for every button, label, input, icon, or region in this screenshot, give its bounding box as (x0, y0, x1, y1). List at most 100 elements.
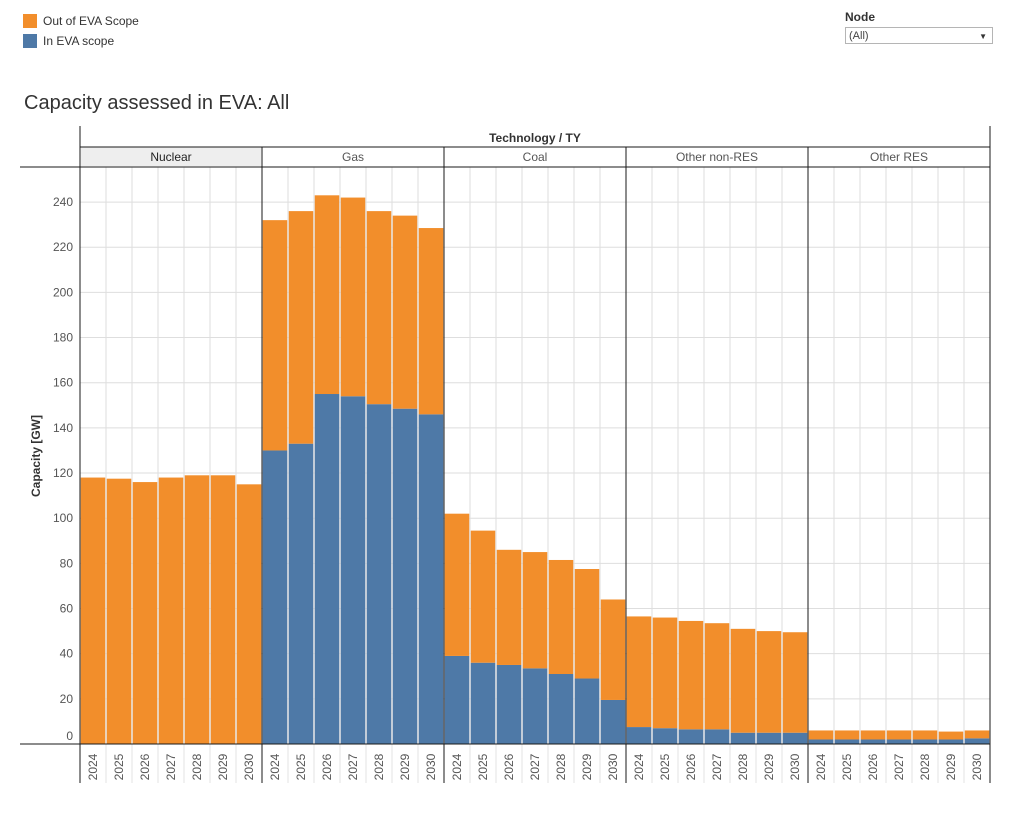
bar-out-of-scope-gas-2030 (418, 228, 444, 415)
x-tick-label: 2029 (398, 753, 412, 780)
bar-out-of-scope-other-res-2026 (860, 730, 886, 740)
bar-out-of-scope-other-non-res-2027 (704, 623, 730, 730)
y-tick-label: 100 (53, 511, 73, 525)
dropdown-arrow-icon[interactable]: ▼ (979, 32, 987, 41)
bar-in-scope-other-res-2027 (886, 739, 912, 744)
bar-in-scope-other-non-res-2029 (756, 732, 782, 744)
bar-in-scope-other-res-2028 (912, 739, 938, 744)
bar-in-scope-other-non-res-2027 (704, 729, 730, 744)
x-tick-label: 2029 (762, 753, 776, 780)
bar-out-of-scope-other-non-res-2029 (756, 631, 782, 733)
x-tick-label: 2028 (736, 753, 750, 780)
y-tick-label: 40 (60, 647, 74, 661)
x-tick-label: 2024 (450, 753, 464, 780)
x-tick-label: 2026 (138, 753, 152, 780)
x-tick-label: 2027 (528, 753, 542, 780)
x-tick-label: 2025 (294, 753, 308, 780)
bar-out-of-scope-other-non-res-2030 (782, 632, 808, 733)
bar-out-of-scope-coal-2025 (470, 530, 496, 663)
bar-out-of-scope-other-non-res-2025 (652, 617, 678, 729)
x-tick-label: 2030 (970, 753, 984, 780)
bar-out-of-scope-gas-2029 (392, 215, 418, 409)
node-filter-value: (All) (849, 30, 869, 42)
bar-in-scope-other-res-2026 (860, 739, 886, 744)
x-tick-label: 2025 (112, 753, 126, 780)
bar-in-scope-gas-2030 (418, 414, 444, 744)
bar-out-of-scope-other-res-2030 (964, 730, 990, 739)
bar-out-of-scope-gas-2024 (262, 220, 288, 451)
y-tick-label: 60 (60, 602, 74, 616)
bar-in-scope-other-non-res-2025 (652, 728, 678, 744)
bar-out-of-scope-coal-2030 (600, 599, 626, 700)
bar-in-scope-coal-2030 (600, 699, 626, 744)
bar-out-of-scope-coal-2024 (444, 513, 470, 656)
y-axis-label: Capacity [GW] (29, 415, 43, 497)
bar-in-scope-coal-2024 (444, 655, 470, 744)
y-tick-label: 220 (53, 240, 73, 254)
bar-in-scope-coal-2026 (496, 664, 522, 744)
bar-in-scope-gas-2025 (288, 443, 314, 744)
group-label-gas: Gas (342, 150, 364, 164)
node-filter: Node (All) ▼ (845, 10, 995, 44)
bar-out-of-scope-nuclear-2025 (106, 478, 132, 744)
bar-out-of-scope-other-non-res-2026 (678, 620, 704, 730)
legend-swatch-in-scope (23, 34, 37, 48)
x-tick-label: 2027 (892, 753, 906, 780)
x-tick-label: 2024 (86, 753, 100, 780)
x-tick-label: 2026 (866, 753, 880, 780)
bar-in-scope-gas-2026 (314, 394, 340, 744)
x-tick-label: 2027 (164, 753, 178, 780)
y-tick-label: 160 (53, 376, 73, 390)
bar-in-scope-other-res-2025 (834, 739, 860, 744)
bar-in-scope-gas-2027 (340, 396, 366, 744)
y-tick-label: 200 (53, 285, 73, 299)
x-tick-label: 2025 (658, 753, 672, 780)
bar-in-scope-gas-2028 (366, 404, 392, 744)
x-tick-label: 2030 (424, 753, 438, 780)
bar-out-of-scope-other-res-2028 (912, 730, 938, 740)
bar-out-of-scope-coal-2027 (522, 552, 548, 669)
legend-item-in-scope[interactable]: In EVA scope (23, 31, 139, 51)
legend-item-out-of-scope[interactable]: Out of EVA Scope (23, 11, 139, 31)
bar-in-scope-coal-2025 (470, 662, 496, 744)
x-tick-label: 2027 (710, 753, 724, 780)
bar-out-of-scope-other-non-res-2028 (730, 628, 756, 733)
bar-out-of-scope-nuclear-2026 (132, 482, 158, 744)
bar-out-of-scope-nuclear-2030 (236, 484, 262, 744)
x-tick-label: 2026 (502, 753, 516, 780)
x-tick-label: 2030 (788, 753, 802, 780)
group-label-other-res: Other RES (870, 150, 928, 164)
y-tick-label: 0 (66, 729, 73, 743)
group-header-highlight (81, 147, 261, 166)
bar-out-of-scope-other-res-2024 (808, 730, 834, 740)
x-tick-label: 2026 (320, 753, 334, 780)
y-tick-label: 80 (60, 556, 74, 570)
x-tick-label: 2025 (840, 753, 854, 780)
bar-out-of-scope-other-res-2025 (834, 730, 860, 740)
node-filter-select[interactable]: (All) ▼ (845, 27, 993, 44)
x-tick-label: 2025 (476, 753, 490, 780)
bar-out-of-scope-nuclear-2024 (80, 477, 106, 744)
bar-in-scope-coal-2029 (574, 678, 600, 744)
bar-out-of-scope-other-res-2027 (886, 730, 912, 740)
bar-out-of-scope-coal-2026 (496, 549, 522, 665)
x-tick-label: 2024 (632, 753, 646, 780)
bar-out-of-scope-nuclear-2027 (158, 477, 184, 744)
bar-in-scope-gas-2024 (262, 450, 288, 744)
x-tick-label: 2027 (346, 753, 360, 780)
bar-in-scope-other-non-res-2026 (678, 729, 704, 744)
x-tick-label: 2028 (918, 753, 932, 780)
bar-in-scope-coal-2028 (548, 674, 574, 744)
bar-out-of-scope-other-res-2029 (938, 731, 964, 740)
x-tick-label: 2028 (554, 753, 568, 780)
bar-out-of-scope-nuclear-2029 (210, 475, 236, 744)
bar-in-scope-other-non-res-2030 (782, 732, 808, 744)
x-tick-label: 2029 (216, 753, 230, 780)
bar-in-scope-other-res-2029 (938, 739, 964, 744)
group-label-coal: Coal (523, 150, 548, 164)
bar-out-of-scope-coal-2029 (574, 569, 600, 679)
bar-out-of-scope-gas-2026 (314, 195, 340, 395)
x-tick-label: 2026 (684, 753, 698, 780)
group-label-other-non-res: Other non-RES (676, 150, 758, 164)
